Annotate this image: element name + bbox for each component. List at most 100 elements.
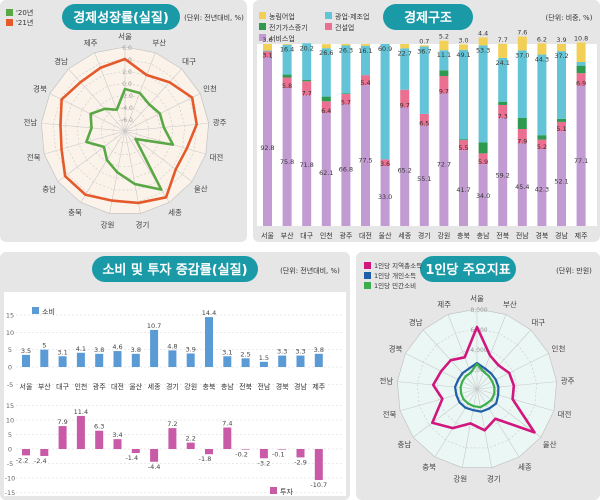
structure-value-label: 6.5: [419, 120, 429, 128]
structure-value-label: 37.0: [515, 51, 529, 59]
radar-category-label: 부산: [503, 299, 517, 309]
legend-swatch: [325, 12, 332, 19]
structure-bar-segment: [517, 50, 527, 118]
structure-value-label: 5.2: [439, 33, 449, 41]
cons-bar: [241, 358, 250, 367]
structure-value-label: 10.8: [574, 34, 588, 42]
radar-tick-label: 2.0: [122, 69, 132, 76]
structure-bar-segment: [478, 153, 488, 165]
inv-bar: [186, 442, 195, 449]
inv-bar: [40, 449, 49, 456]
cons-bar: [22, 354, 30, 367]
radar-spoke: [476, 329, 532, 390]
cons-ytick: 5: [8, 346, 12, 354]
legend-label-1: '21년: [16, 18, 33, 27]
structure-bar-segment: [282, 44, 292, 45]
structure-value-label: 26.6: [319, 49, 333, 57]
inv-ytick: -10: [5, 475, 16, 483]
structure-bar-segment: [380, 165, 390, 226]
radar-spoke: [476, 353, 549, 390]
structure-bar-segment: [459, 139, 468, 141]
cons-inv-category-label: 경남: [294, 382, 307, 391]
radar-spoke: [80, 130, 126, 203]
radar-category-label: 전남: [23, 117, 37, 127]
structure-value-label: 5.5: [458, 144, 468, 152]
legend-label-2: 1인당 민간소비: [374, 281, 416, 290]
inv-value-label: -2.9: [294, 458, 307, 466]
structure-bar-segment: [361, 45, 370, 76]
radar-category-label: 충북: [422, 462, 436, 471]
radar-spoke: [124, 122, 209, 132]
structure-bar-segment: [400, 48, 410, 90]
structure-bar-segment: [439, 93, 449, 226]
radar-tick-label: 6.0: [122, 45, 132, 52]
inv-value-label: 7.4: [222, 420, 232, 428]
inv-value-label: 7.9: [57, 418, 67, 426]
structure-value-label: 24.1: [496, 59, 510, 67]
legend-label: 전기가스증기: [269, 23, 308, 32]
radar-category-label: 대구: [531, 318, 545, 327]
inv-bar: [205, 449, 213, 455]
cons-inv-title: 소비 및 투자 증감률(실질): [102, 262, 247, 278]
structure-bar-segment: [302, 95, 312, 226]
structure-value-label: 62.1: [319, 169, 333, 177]
structure-bar-segment: [439, 70, 449, 77]
cons-inv-category-label: 인천: [74, 382, 87, 391]
cons-inv-category-label: 부산: [38, 382, 51, 391]
radar-spoke: [68, 68, 126, 132]
structure-value-label: 11.1: [437, 51, 451, 59]
radar-category-label: 경북: [389, 343, 403, 353]
cons-inv-category-label: 서울: [20, 382, 33, 391]
structure-value-label: 7.6: [517, 29, 527, 37]
legend-swatch-1: [364, 272, 371, 279]
inv-ytick: 5: [8, 431, 12, 439]
structure-value-label: 16.4: [280, 46, 294, 54]
cons-inv-title-bg: [92, 256, 258, 282]
inv-value-label: 7.2: [167, 420, 177, 428]
inv-ytick: -5: [7, 460, 13, 468]
structure-bar-segment: [419, 125, 429, 226]
radar-category-label: 충남: [397, 440, 411, 449]
structure-value-label: 7.7: [498, 36, 508, 44]
structure-bar-segment: [282, 77, 292, 89]
panel-consumption-investment: 소비 및 투자 증감률(실질) (단위: 전년대비, %) -5 0 5 10 15 소비 3.…: [0, 252, 350, 500]
inv-value-label: -0.2: [235, 451, 248, 459]
structure-value-label: 65.2: [398, 167, 412, 175]
cons-value-label: 3.9: [186, 345, 196, 353]
radar-tick-label: 4,000: [470, 347, 487, 354]
inv-legend-swatch: [270, 487, 277, 494]
inv-bar: [76, 415, 85, 449]
structure-bar-segment: [557, 131, 566, 226]
radar-category-label: 경기: [487, 473, 501, 483]
radar-tick-label: 8,000: [470, 307, 487, 314]
inv-value-label: 11.4: [74, 408, 88, 416]
cons-inv-category-label: 세종: [148, 382, 161, 391]
consumption-investment-chart: 소비 및 투자 증감률(실질) (단위: 전년대비, %) -5 0 5 10 15 소비 3.…: [4, 256, 346, 497]
cons-ytick: 0: [8, 364, 12, 372]
cons-inv-category-label: 제주: [312, 383, 325, 391]
radar-category-label: 대전: [558, 409, 572, 419]
growth-radar-chart: 경제성장률(실질) (단위: 전년대비, %)'20년'21년6.04.02.00…: [6, 4, 244, 229]
radar-spoke: [124, 93, 201, 132]
radar-grid-ring: [112, 118, 138, 144]
structure-bar-segment: [439, 50, 449, 71]
per-capita-unit: (단위: 만원): [556, 266, 592, 275]
cons-ytick: 15: [6, 312, 14, 320]
radar-spoke: [397, 381, 478, 390]
structure-category-label: 경남: [555, 231, 568, 240]
structure-bar-segment: [478, 164, 488, 226]
radar-grid-ring: [100, 106, 150, 155]
cons-value-label: 3.3: [277, 348, 287, 356]
structure-bar-segment: [419, 46, 429, 114]
structure-bar-segment: [537, 135, 547, 140]
inv-value-label: -1.8: [199, 455, 212, 463]
per-capita-title: 1인당 주요지표: [425, 262, 510, 278]
structure-unit: (단위: 비중, %): [546, 13, 593, 22]
cons-inv-category-label: 대구: [56, 383, 69, 391]
radar-spoke: [44, 130, 126, 155]
structure-value-label: 7.7: [302, 89, 312, 97]
radar-category-label: 울산: [194, 183, 208, 193]
structure-bar-segment: [537, 43, 547, 55]
cons-inv-category-label: 울산: [129, 382, 142, 391]
legend-label-1: 1인당 개인소득: [374, 271, 416, 280]
